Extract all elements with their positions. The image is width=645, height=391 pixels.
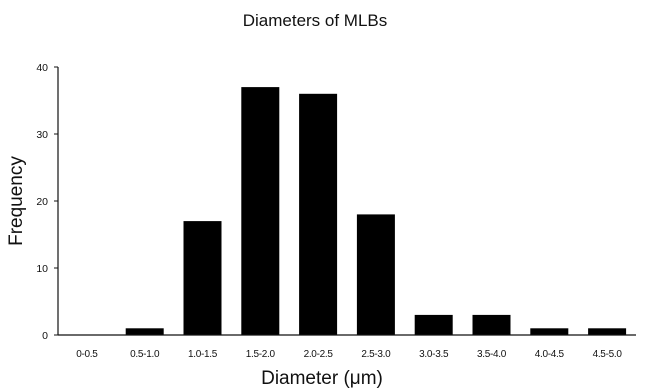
bar-4.0-4.5 [530, 328, 569, 335]
bar-2.5-3.0 [356, 214, 395, 335]
y-tick-label: 20 [36, 196, 48, 208]
x-axis-categories: 0-0.5 0.5-1.0 1.0-1.5 1.5-2.0 2.0-2.5 2.5-3.0… [76, 349, 622, 360]
bar-1.5-2.0 [241, 87, 280, 335]
chart-title: Diameters of MLBs [243, 11, 388, 30]
x-category-label: 3.5-4.0 [477, 349, 507, 360]
x-category-label: 4.0-4.5 [535, 349, 565, 360]
x-category-label: 0-0.5 [76, 349, 98, 360]
bars [125, 87, 627, 335]
x-category-label: 2.0-2.5 [304, 349, 334, 360]
bar-2.0-2.5 [299, 93, 338, 335]
x-category-label: 2.5-3.0 [361, 349, 391, 360]
y-tick-label: 0 [42, 330, 48, 342]
bar-1.0-1.5 [183, 221, 222, 335]
bar-3.5-4.0 [472, 314, 511, 335]
y-tick-label: 30 [36, 129, 48, 141]
bar-4.5-5.0 [588, 328, 627, 335]
y-axis-label: Frequency [6, 156, 27, 246]
bar-3.0-3.5 [414, 314, 453, 335]
x-category-label: 4.5-5.0 [593, 349, 623, 360]
y-tick-label: 10 [36, 263, 48, 275]
y-tick-label: 40 [36, 62, 48, 74]
y-axis-ticks: 0 10 20 30 40 [36, 62, 58, 342]
x-category-label: 3.0-3.5 [419, 349, 449, 360]
x-category-label: 1.0-1.5 [188, 349, 218, 360]
x-category-label: 0.5-1.0 [130, 349, 160, 360]
x-axis-label: Diameter (μm) [261, 368, 383, 389]
x-category-label: 1.5-2.0 [246, 349, 276, 360]
bar-0.5-1.0 [125, 328, 164, 335]
